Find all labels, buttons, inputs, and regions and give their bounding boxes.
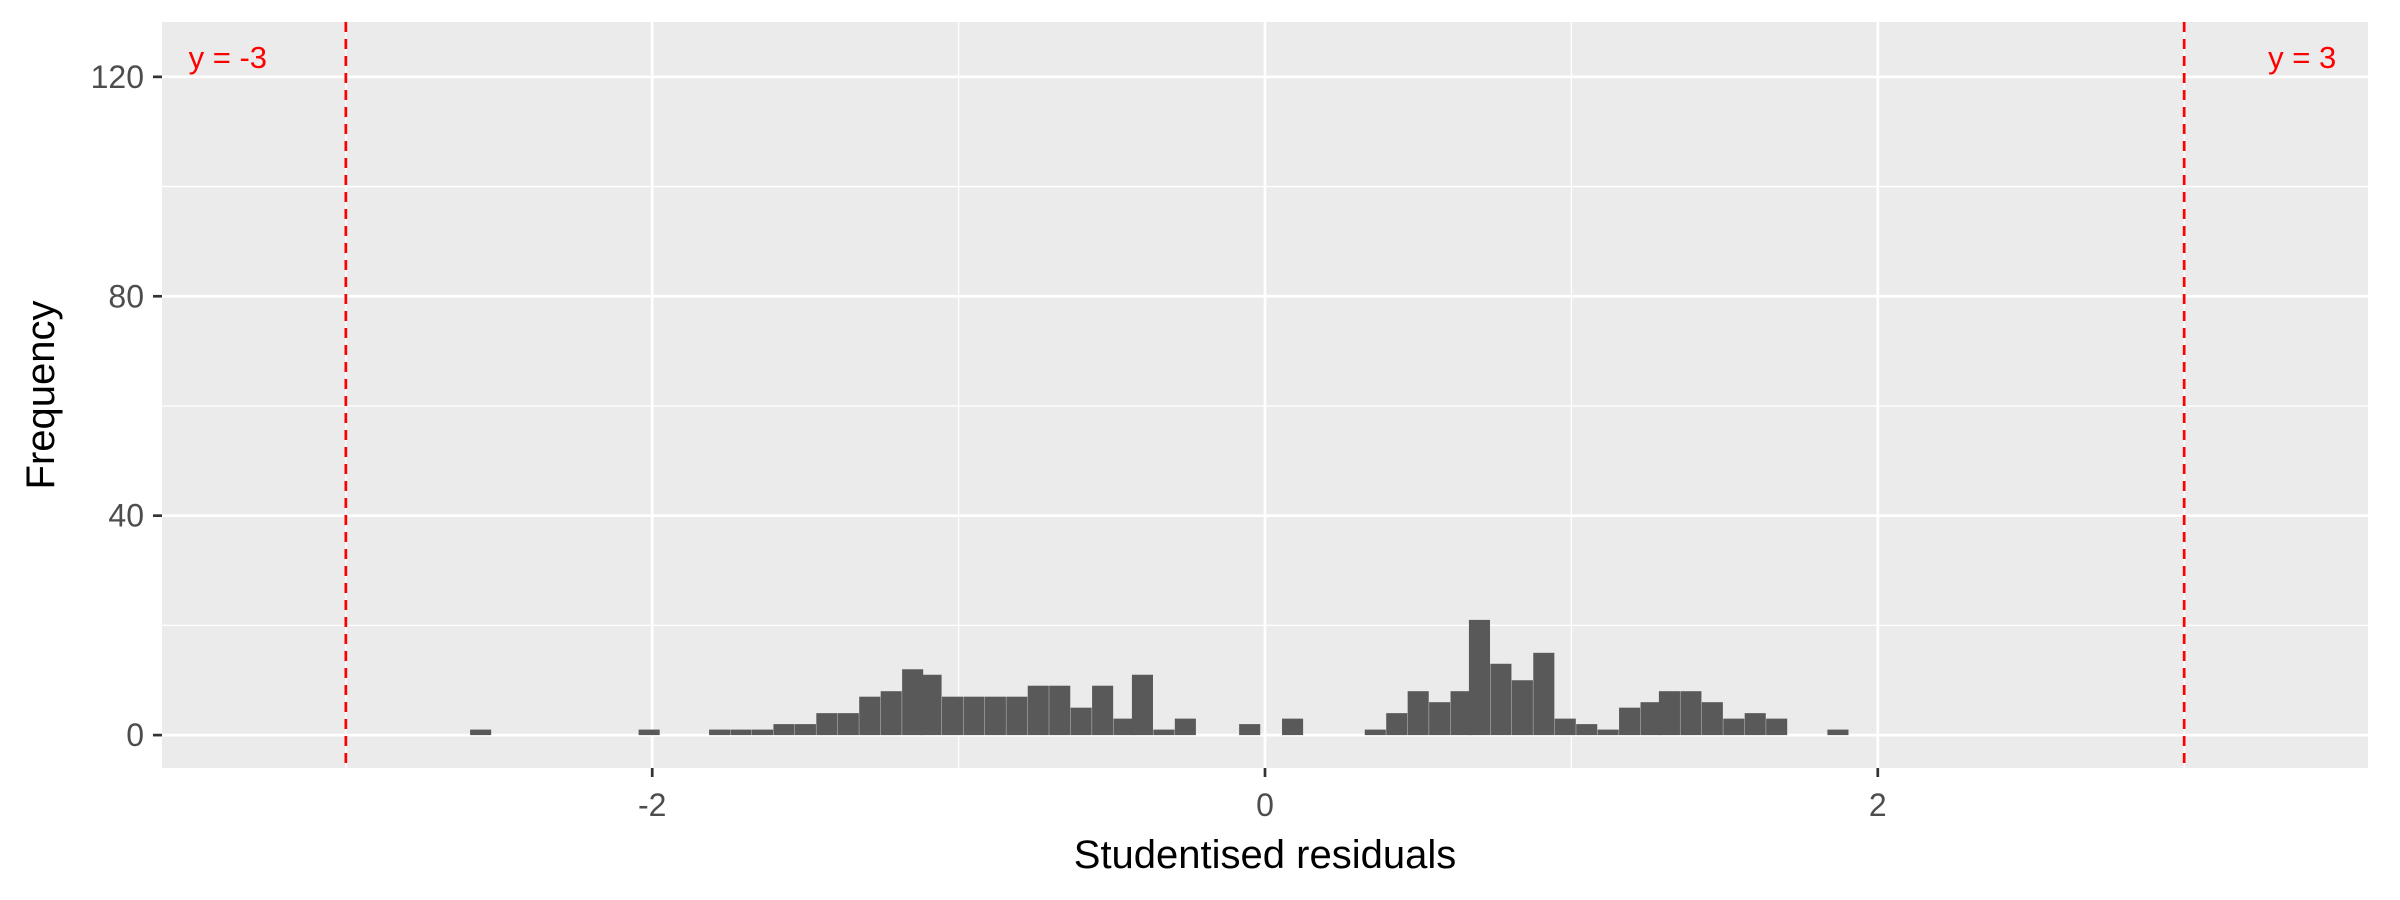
histogram-bar xyxy=(1070,707,1092,736)
histogram-bar xyxy=(1282,718,1304,736)
histogram-bar xyxy=(1174,718,1196,736)
histogram-bar xyxy=(1113,718,1135,736)
histogram-bar xyxy=(902,669,924,736)
histogram-bar xyxy=(1429,702,1451,736)
histogram-bar xyxy=(638,729,660,736)
histogram-bar xyxy=(1827,729,1849,736)
histogram-bar xyxy=(859,696,881,736)
histogram-bar xyxy=(1131,674,1153,736)
reference-lines: y = -3 y = 3 xyxy=(189,22,2336,768)
major-gridlines xyxy=(162,22,2368,768)
y-tick-label: 40 xyxy=(108,498,144,534)
x-tick-label: -2 xyxy=(638,787,666,823)
histogram-bar xyxy=(1092,685,1114,736)
histogram-bar xyxy=(1701,702,1723,736)
histogram-bar xyxy=(1597,729,1619,736)
histogram-bar xyxy=(1450,691,1472,736)
histogram-bar xyxy=(1640,702,1662,736)
histogram-bar xyxy=(751,729,774,736)
histogram-bar xyxy=(1619,707,1641,736)
histogram-bar xyxy=(1006,696,1028,736)
x-axis: -2 0 2 xyxy=(638,768,1887,823)
y-axis: 0 40 80 120 xyxy=(91,59,162,753)
histogram-bar xyxy=(1744,713,1766,736)
histogram-bar xyxy=(1027,685,1049,736)
histogram-bar xyxy=(1153,729,1175,736)
histogram-bar xyxy=(1766,718,1788,736)
histogram-bar xyxy=(920,674,942,736)
histogram-bar xyxy=(1723,718,1745,736)
histogram-bar xyxy=(470,729,492,736)
histogram-bar xyxy=(963,696,985,736)
histogram-bar xyxy=(730,729,752,736)
y-tick-label: 80 xyxy=(108,278,144,314)
histogram-bar xyxy=(773,724,795,736)
histogram-bar xyxy=(1490,663,1512,736)
histogram-bar xyxy=(709,729,731,736)
histogram-bar xyxy=(1680,691,1702,736)
histogram-bar xyxy=(816,713,838,736)
histogram-bars xyxy=(470,619,1849,736)
histogram-bar xyxy=(984,696,1006,736)
x-tick-label: 0 xyxy=(1256,787,1274,823)
histogram-bar xyxy=(1554,718,1576,736)
y-tick-label: 120 xyxy=(91,59,144,95)
reference-line-label: y = 3 xyxy=(2268,40,2336,75)
histogram-bar xyxy=(794,724,816,736)
histogram-bar xyxy=(941,696,964,736)
histogram-bar xyxy=(1386,713,1408,736)
reference-line-label: y = -3 xyxy=(189,40,267,75)
histogram-bar xyxy=(1239,724,1261,736)
histogram-bar xyxy=(1658,691,1680,736)
histogram-bar xyxy=(880,691,902,736)
histogram-bar xyxy=(1407,691,1429,736)
histogram-bar xyxy=(1049,685,1071,736)
x-tick-label: 2 xyxy=(1869,787,1887,823)
histogram-bar xyxy=(1364,729,1386,736)
y-axis-title: Frequency xyxy=(19,301,63,490)
histogram-bar xyxy=(1576,724,1598,736)
histogram-bar xyxy=(1533,652,1555,736)
histogram-bar xyxy=(837,713,859,736)
histogram-bar xyxy=(1511,680,1533,736)
y-tick-label: 0 xyxy=(126,717,144,753)
histogram-bar xyxy=(1468,619,1491,736)
x-axis-title: Studentised residuals xyxy=(1074,833,1456,877)
